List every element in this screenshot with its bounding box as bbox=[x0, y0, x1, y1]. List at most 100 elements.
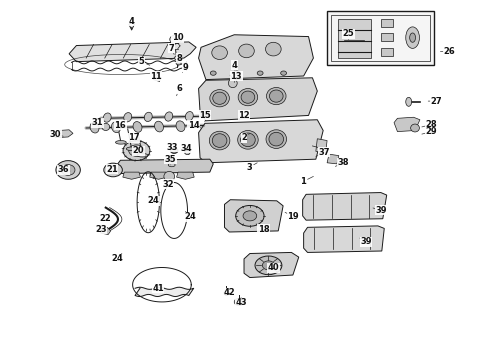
Text: 37: 37 bbox=[318, 148, 330, 157]
Ellipse shape bbox=[184, 149, 190, 154]
Text: 26: 26 bbox=[443, 47, 455, 56]
Ellipse shape bbox=[109, 167, 118, 173]
Ellipse shape bbox=[137, 153, 148, 157]
Text: 32: 32 bbox=[162, 180, 173, 189]
Ellipse shape bbox=[266, 42, 281, 56]
Polygon shape bbox=[117, 159, 213, 174]
Text: 25: 25 bbox=[343, 29, 354, 38]
Ellipse shape bbox=[116, 140, 126, 144]
Circle shape bbox=[170, 35, 181, 44]
Polygon shape bbox=[69, 42, 196, 62]
Polygon shape bbox=[150, 172, 167, 179]
Bar bbox=[381, 19, 393, 27]
Text: 24: 24 bbox=[111, 255, 123, 264]
Text: 42: 42 bbox=[223, 288, 235, 297]
Ellipse shape bbox=[174, 56, 181, 60]
Circle shape bbox=[171, 148, 177, 153]
Polygon shape bbox=[304, 226, 384, 252]
Ellipse shape bbox=[102, 123, 110, 131]
Ellipse shape bbox=[238, 89, 258, 106]
Ellipse shape bbox=[255, 256, 282, 275]
Ellipse shape bbox=[406, 97, 412, 106]
Ellipse shape bbox=[133, 122, 142, 132]
Polygon shape bbox=[303, 193, 387, 220]
Bar bbox=[381, 33, 393, 41]
Ellipse shape bbox=[266, 130, 287, 148]
Ellipse shape bbox=[270, 90, 283, 102]
Text: 40: 40 bbox=[268, 264, 279, 273]
Text: 35: 35 bbox=[165, 155, 176, 164]
Text: 22: 22 bbox=[100, 214, 112, 223]
Ellipse shape bbox=[126, 147, 137, 150]
Text: 34: 34 bbox=[180, 144, 192, 153]
Ellipse shape bbox=[61, 165, 75, 175]
Bar bbox=[331, 15, 430, 61]
Ellipse shape bbox=[228, 79, 237, 87]
Ellipse shape bbox=[124, 113, 132, 122]
Polygon shape bbox=[176, 172, 194, 179]
Ellipse shape bbox=[112, 122, 121, 132]
Text: 2: 2 bbox=[241, 133, 247, 142]
Ellipse shape bbox=[238, 131, 258, 149]
Ellipse shape bbox=[236, 206, 264, 226]
Bar bbox=[381, 48, 393, 55]
Polygon shape bbox=[327, 154, 339, 164]
Bar bbox=[338, 19, 371, 58]
Text: 18: 18 bbox=[258, 225, 270, 234]
Polygon shape bbox=[135, 287, 194, 297]
Text: 36: 36 bbox=[57, 166, 69, 175]
Ellipse shape bbox=[212, 134, 227, 147]
Text: 14: 14 bbox=[188, 121, 199, 130]
Text: 13: 13 bbox=[230, 72, 242, 81]
Text: 20: 20 bbox=[133, 146, 144, 155]
Polygon shape bbox=[53, 130, 73, 138]
Text: 6: 6 bbox=[176, 84, 182, 93]
Polygon shape bbox=[123, 172, 141, 179]
Ellipse shape bbox=[144, 112, 152, 122]
Text: 31: 31 bbox=[92, 118, 103, 127]
Ellipse shape bbox=[239, 44, 254, 58]
Text: 21: 21 bbox=[106, 165, 118, 174]
Ellipse shape bbox=[241, 133, 255, 147]
Ellipse shape bbox=[129, 145, 145, 156]
Circle shape bbox=[210, 71, 216, 75]
Ellipse shape bbox=[123, 141, 150, 161]
Polygon shape bbox=[394, 117, 420, 132]
Text: 3: 3 bbox=[246, 163, 252, 172]
Text: 43: 43 bbox=[235, 298, 247, 307]
Ellipse shape bbox=[103, 113, 111, 122]
Ellipse shape bbox=[154, 121, 164, 132]
Ellipse shape bbox=[267, 87, 286, 105]
Text: 15: 15 bbox=[199, 111, 211, 120]
Ellipse shape bbox=[164, 171, 174, 181]
Ellipse shape bbox=[185, 112, 193, 121]
Text: 24: 24 bbox=[147, 196, 159, 205]
Text: 27: 27 bbox=[431, 96, 442, 105]
Ellipse shape bbox=[176, 62, 182, 65]
Text: 11: 11 bbox=[150, 72, 162, 81]
Text: 33: 33 bbox=[167, 143, 178, 152]
Ellipse shape bbox=[262, 261, 274, 270]
Ellipse shape bbox=[176, 121, 185, 131]
Polygon shape bbox=[198, 120, 323, 163]
Ellipse shape bbox=[104, 163, 122, 177]
Ellipse shape bbox=[269, 132, 284, 146]
Text: 23: 23 bbox=[95, 225, 107, 234]
Circle shape bbox=[281, 71, 287, 75]
Polygon shape bbox=[244, 252, 299, 278]
Text: 30: 30 bbox=[49, 130, 61, 139]
Text: 17: 17 bbox=[128, 133, 140, 142]
Ellipse shape bbox=[411, 124, 419, 132]
Ellipse shape bbox=[209, 131, 230, 150]
Ellipse shape bbox=[90, 122, 99, 133]
Polygon shape bbox=[224, 200, 283, 232]
Text: 38: 38 bbox=[338, 158, 349, 167]
Text: 10: 10 bbox=[172, 33, 183, 42]
Ellipse shape bbox=[210, 90, 229, 107]
Polygon shape bbox=[153, 74, 161, 81]
Text: 24: 24 bbox=[184, 212, 196, 221]
Ellipse shape bbox=[224, 291, 229, 296]
Circle shape bbox=[257, 71, 263, 75]
Polygon shape bbox=[316, 139, 327, 153]
Text: 16: 16 bbox=[115, 121, 126, 130]
